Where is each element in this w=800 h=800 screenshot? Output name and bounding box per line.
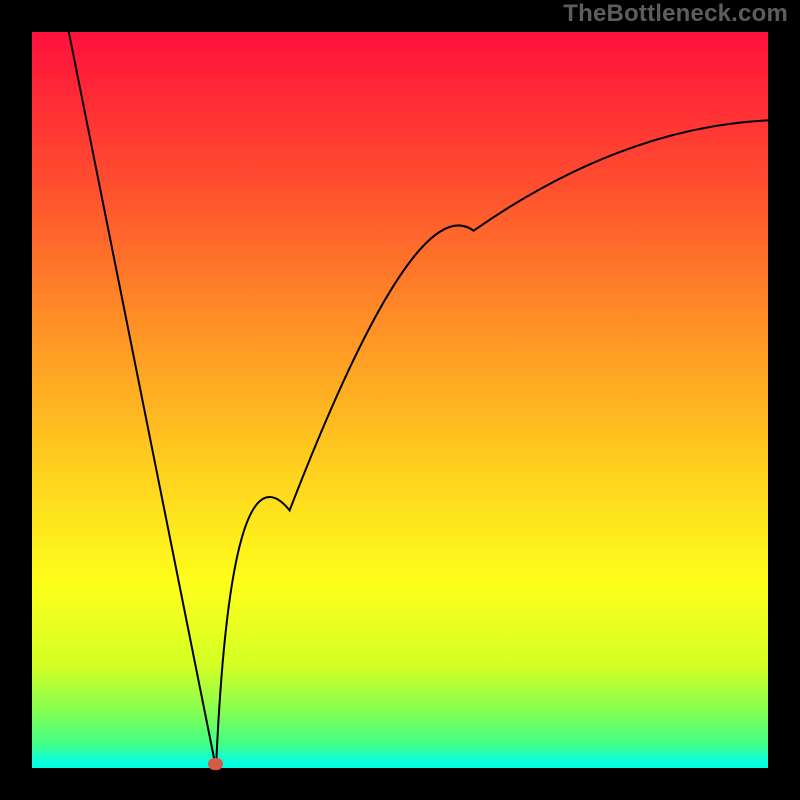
- watermark-text: TheBottleneck.com: [563, 0, 788, 28]
- bottleneck-plot: [32, 32, 768, 768]
- minimum-marker: [208, 758, 223, 770]
- canvas-root: TheBottleneck.com: [0, 0, 800, 800]
